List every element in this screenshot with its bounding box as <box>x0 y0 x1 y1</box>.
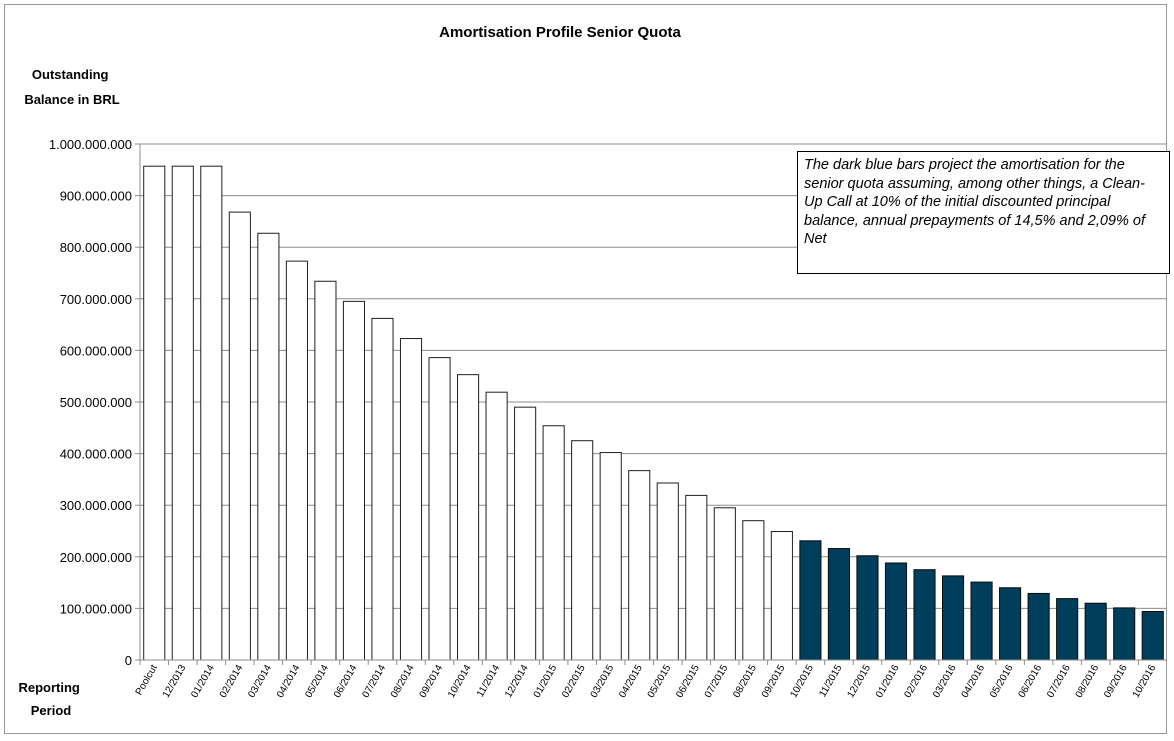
chart-title: Amortisation Profile Senior Quota <box>439 24 681 41</box>
bar-chart: 0 100.000.000 200.000.000 300.000.000 400.00… <box>18 24 1167 718</box>
chart-frame: 0 100.000.000 200.000.000 300.000.000 400.00… <box>4 4 1170 734</box>
bar <box>970 581 993 661</box>
y-axis-title: Outstanding Balance in BRL <box>24 67 119 107</box>
x-tick-label: Poolcut <box>134 663 160 698</box>
x-tick-label: 10/2014 <box>446 663 474 700</box>
bar <box>571 440 594 661</box>
y-tick-label: 800.000.000 <box>60 240 132 255</box>
bar <box>485 391 508 661</box>
x-tick-label: 07/2014 <box>360 663 388 700</box>
bar <box>1113 607 1136 661</box>
bar <box>542 425 565 661</box>
x-tick-label: 08/2014 <box>389 663 417 700</box>
x-tick-label: 02/2014 <box>218 663 246 700</box>
x-tick-label: 11/2014 <box>475 663 502 700</box>
bar <box>514 406 537 661</box>
bar <box>399 338 423 661</box>
x-tick-label: 06/2015 <box>674 663 702 700</box>
bar <box>770 531 793 661</box>
x-tick-label: 03/2016 <box>931 663 959 700</box>
x-tick-label: 07/2016 <box>1045 663 1073 700</box>
x-tick-label: 05/2015 <box>646 663 674 700</box>
x-tick-label: 09/2016 <box>1102 663 1130 700</box>
x-axis-title-line-1: Reporting <box>18 680 79 695</box>
x-tick-label: 04/2016 <box>960 663 988 700</box>
y-tick-label: 700.000.000 <box>60 292 132 307</box>
bar <box>713 507 736 661</box>
bar <box>285 260 308 661</box>
x-axis-ticks: Poolcut 12/2013 01/2014 02/2014 03/2014 04/20… <box>134 660 1159 700</box>
x-tick-label: 01/2016 <box>874 663 902 700</box>
y-tick-label: 600.000.000 <box>60 343 132 358</box>
x-tick-label: 12/2015 <box>845 663 873 700</box>
bar <box>599 452 622 661</box>
bar <box>200 165 223 661</box>
x-tick-label: 05/2016 <box>988 663 1016 700</box>
y-axis-title-line-2: Balance in BRL <box>24 92 119 107</box>
y-tick-label: 200.000.000 <box>60 550 132 565</box>
bar <box>827 548 850 661</box>
x-tick-label: 04/2014 <box>275 663 303 700</box>
y-tick-label: 500.000.000 <box>60 395 132 410</box>
bar <box>143 165 166 661</box>
bar <box>742 520 765 661</box>
y-tick-label: 400.000.000 <box>60 447 132 462</box>
bar <box>941 575 965 661</box>
x-tick-label: 02/2015 <box>560 663 588 700</box>
bar <box>685 494 708 661</box>
y-tick-label: 100.000.000 <box>60 601 132 616</box>
x-tick-label: 10/2016 <box>1131 663 1159 700</box>
x-tick-label: 08/2015 <box>731 663 759 700</box>
x-axis-title-line-2: Period <box>31 703 72 718</box>
bar <box>314 280 337 661</box>
bar <box>1141 610 1164 661</box>
bar <box>257 232 280 661</box>
x-tick-label: 03/2015 <box>589 663 617 700</box>
bar <box>628 470 651 661</box>
x-tick-label: 10/2015 <box>788 663 816 700</box>
x-tick-label: 06/2016 <box>1017 663 1045 700</box>
bar <box>342 300 366 661</box>
bar <box>371 317 394 661</box>
x-tick-label: 12/2013 <box>161 663 189 700</box>
y-tick-label: 900.000.000 <box>60 189 132 204</box>
y-tick-label: 300.000.000 <box>60 498 132 513</box>
bar <box>884 562 908 661</box>
bar <box>999 587 1022 661</box>
y-axis-title-line-1: Outstanding <box>32 67 109 82</box>
bar <box>656 482 679 661</box>
bar <box>457 374 480 661</box>
x-tick-label: 03/2014 <box>246 663 274 700</box>
bar <box>913 569 936 661</box>
bar <box>1056 598 1079 661</box>
y-tick-label: 0 <box>125 653 132 668</box>
x-tick-label: 08/2016 <box>1074 663 1102 700</box>
y-tick-label: 1.000.000.000 <box>49 137 132 152</box>
bar <box>1084 602 1107 661</box>
x-tick-label: 04/2015 <box>617 663 645 700</box>
bar <box>1027 592 1050 661</box>
gridlines <box>140 143 1167 609</box>
x-tick-label: 09/2014 <box>418 663 446 700</box>
bar <box>171 165 194 661</box>
bar <box>228 211 251 661</box>
x-tick-label: 11/2015 <box>817 663 844 700</box>
x-tick-label: 05/2014 <box>303 663 331 700</box>
x-tick-label: 12/2014 <box>503 663 531 700</box>
bar <box>799 540 822 661</box>
bars <box>143 165 1164 661</box>
x-tick-label: 07/2015 <box>703 663 731 700</box>
bar <box>856 555 879 661</box>
x-tick-label: 01/2015 <box>532 663 560 700</box>
x-tick-label: 06/2014 <box>332 663 360 700</box>
x-tick-label: 02/2016 <box>903 663 931 700</box>
x-tick-label: 09/2015 <box>760 663 788 700</box>
annotation-box: The dark blue bars project the amortisat… <box>797 151 1170 274</box>
x-tick-label: 01/2014 <box>189 663 217 700</box>
x-axis-title: Reporting Period <box>18 680 83 718</box>
bar <box>428 357 451 661</box>
